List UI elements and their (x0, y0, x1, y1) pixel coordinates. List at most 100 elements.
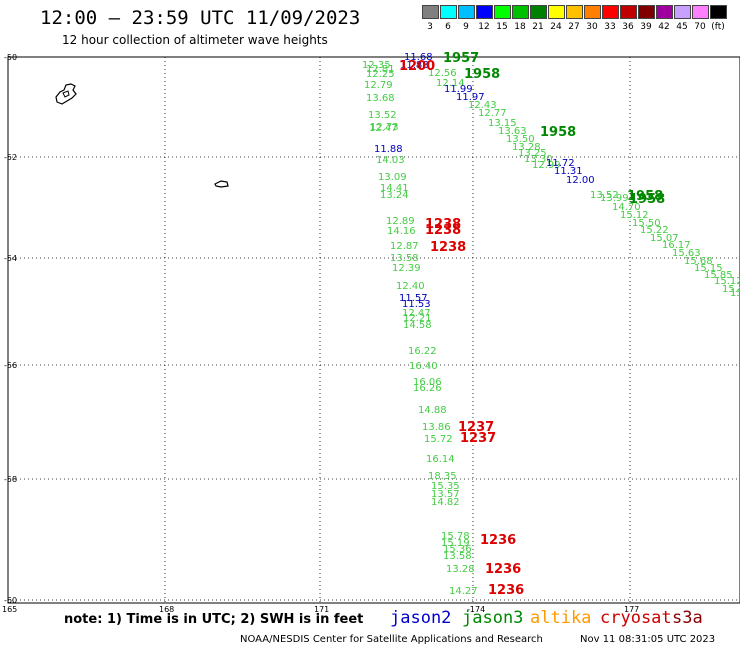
wave-height-value: 14.82 (431, 497, 460, 508)
wave-height-value: 15.50 (632, 218, 661, 229)
legend-swatch-label: 33 (604, 22, 616, 32)
legend-swatch (458, 5, 475, 19)
legend-swatch (494, 5, 511, 19)
wave-height-value: 11.68 (404, 52, 433, 63)
wave-height-value: 15.35 (431, 481, 460, 492)
pass-time-label: 1238 (425, 217, 461, 232)
wave-height-value: 15.22 (640, 225, 669, 236)
wave-height-value: 11.88 (374, 144, 403, 155)
legend-swatch-label: 30 (586, 22, 598, 32)
latitude-label: -58 (4, 475, 17, 484)
wave-height-value: 11.88 (400, 60, 429, 71)
pass-time-label: 1238 (425, 223, 461, 238)
wave-height-value: 12.99 (532, 160, 561, 171)
pass-time-labels: 1957120019581958195819581238123812381237… (399, 51, 665, 598)
wave-height-value: 12.35 (362, 60, 391, 71)
map-subtitle: 12 hour collection of altimeter wave hei… (62, 33, 328, 47)
wave-height-value: 15.63 (672, 248, 701, 259)
wave-height-value: 12.56 (428, 68, 457, 79)
legend-swatch-label: 3 (427, 22, 433, 32)
wave-height-value: 13.57 (431, 489, 460, 500)
pass-time-label: 1957 (443, 51, 479, 66)
wave-height-value: 13.15 (488, 118, 517, 129)
graticule (7, 56, 740, 603)
wave-height-value: 15.36 (443, 544, 472, 555)
latitude-label: -54 (4, 254, 17, 263)
wave-height-value: 12.81 (366, 64, 395, 75)
island-campbell (214, 180, 229, 188)
wave-height-value: 11.31 (554, 166, 583, 177)
satellite-label-altika: altika (530, 608, 592, 628)
wave-height-value: 13.52 (368, 110, 397, 121)
legend-swatch (548, 5, 565, 19)
legend-swatch-label: 15 (496, 22, 508, 32)
legend-swatch (584, 5, 601, 19)
legend-swatch (530, 5, 547, 19)
wave-height-value: 13.63 (498, 126, 527, 137)
legend-unit: (ft) (711, 22, 725, 32)
wave-height-value: 12.39 (392, 263, 421, 274)
longitude-label: 168 (159, 605, 174, 614)
longitude-label: 165 (2, 605, 17, 614)
pass-time-label: 1200 (399, 59, 435, 74)
legend-swatch-label: 42 (658, 22, 670, 32)
wave-height-value: 13.86 (422, 422, 451, 433)
pass-time-label: 1237 (458, 420, 494, 435)
pass-time-label: 1238 (430, 240, 466, 255)
wave-height-value: 15.12 (714, 276, 740, 287)
legend-swatch (692, 5, 709, 19)
wave-height-value: 13.24 (380, 190, 409, 201)
wave-height-value: 11.53 (402, 299, 431, 310)
wave-height-value: 15.56 (730, 288, 740, 299)
latitude-label: -60 (4, 596, 17, 605)
wave-height-value: 11.97 (456, 92, 485, 103)
wave-height-value: 16.22 (408, 346, 437, 357)
wave-height-value: 13.58 (443, 551, 472, 562)
wave-height-value: 15.19 (441, 538, 470, 549)
latitude-label: -56 (4, 361, 17, 370)
wave-height-value: 15.72 (424, 434, 453, 445)
wave-height-value: 15.68 (684, 256, 713, 267)
legend-swatch (512, 5, 529, 19)
legend-swatch-label: 21 (532, 22, 544, 32)
wave-height-value: 11.72 (546, 158, 575, 169)
latitude-label: -52 (4, 153, 17, 162)
wave-height-value: 14.16 (387, 226, 416, 237)
wave-height-value: 13.28 (446, 564, 475, 575)
legend-swatch-label: 36 (622, 22, 634, 32)
pass-time-label: 1958 (464, 67, 500, 82)
wave-height-value: 16.14 (426, 454, 455, 465)
longitude-label: 171 (314, 605, 329, 614)
wave-height-value: 15.12 (620, 210, 649, 221)
wave-height-value: 12.89 (386, 216, 415, 227)
satellite-label-jason3: jason3 (462, 608, 524, 628)
legend-swatch-label: 39 (640, 22, 652, 32)
satellite-label-cryosat: cryosat (600, 608, 672, 628)
wave-height-value: 15.78 (441, 531, 470, 542)
track-west-values: 12.3512.8112.2512.7913.6813.5212.7312.47… (362, 60, 478, 597)
wave-height-value: 12.47 (369, 123, 398, 134)
wave-height-value: 12.25 (366, 69, 395, 80)
timestamp: Nov 11 08:31:05 UTC 2023 (580, 634, 716, 645)
legend-swatch (656, 5, 673, 19)
wave-height-value: 15.15 (694, 263, 723, 274)
wave-height-value: 13.68 (366, 93, 395, 104)
wave-height-value: 16.26 (413, 383, 442, 394)
longitude-label: 177 (624, 605, 639, 614)
legend-swatch (674, 5, 691, 19)
wave-height-value: 13.09 (378, 172, 407, 183)
wave-height-value: 13.30 (524, 154, 553, 165)
wave-height-value: 15.47 (722, 284, 740, 295)
wave-height-value: 11.99 (444, 84, 473, 95)
legend-swatch-label: 45 (676, 22, 688, 32)
legend-swatch (710, 5, 727, 19)
wave-height-value: 14.88 (418, 405, 447, 416)
pass-time-label: 1236 (480, 533, 516, 548)
satellite-label-jason2: jason2 (390, 608, 452, 628)
pass-time-label: 1958 (629, 192, 665, 207)
satellite-label-s3a: s3a (672, 608, 703, 628)
legend-swatch-label: 70 (694, 22, 706, 32)
legend-swatch-label: 12 (478, 22, 490, 32)
wave-height-value: 13.50 (506, 134, 535, 145)
wave-height-value: 12.47 (402, 308, 431, 319)
